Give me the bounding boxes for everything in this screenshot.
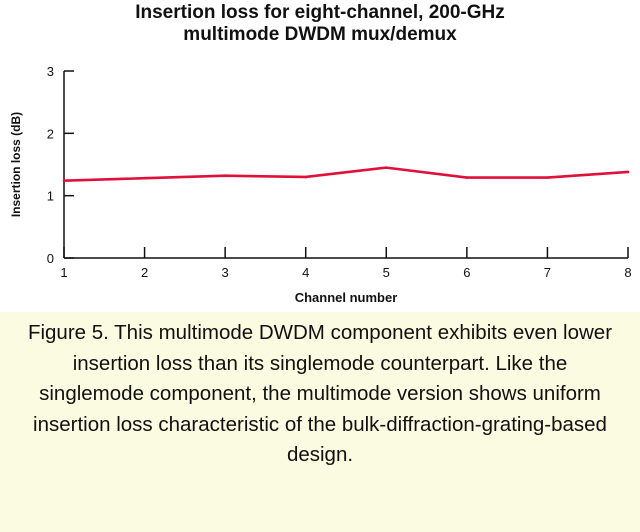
x-tick-label: 8: [624, 265, 631, 280]
y-tick-label: 2: [47, 126, 54, 141]
x-tick-label: 3: [222, 265, 229, 280]
x-tick-label: 1: [60, 265, 67, 280]
data-point: [62, 179, 66, 183]
x-tick-label: 7: [544, 265, 551, 280]
x-tick-label: 2: [141, 265, 148, 280]
data-point: [465, 176, 469, 179]
data-point: [304, 175, 308, 179]
data-point: [143, 176, 146, 180]
x-tick-label: 5: [383, 265, 390, 280]
x-tick-label: 6: [463, 265, 470, 280]
chart-title-line-1: Insertion loss for eight-channel, 200-GH…: [135, 2, 505, 23]
data-point: [384, 166, 388, 169]
data-point: [626, 170, 630, 174]
data-point: [223, 174, 227, 178]
figure-caption: Figure 5. This multimode DWDM component …: [27, 321, 613, 466]
y-tick-label: 1: [47, 189, 54, 204]
y-tick-label: 3: [47, 64, 54, 79]
series-line: [63, 166, 629, 183]
chart-title-line-2: multimode DWDM mux/demux: [183, 24, 457, 45]
chart-title: Insertion loss for eight-channel, 200-GH…: [0, 2, 640, 46]
y-tick-label: 0: [47, 251, 54, 266]
figure-caption-box: Figure 5. This multimode DWDM component …: [0, 312, 640, 532]
x-axis-label: Channel number: [295, 290, 398, 305]
y-axis-label: Insertion loss (dB): [9, 112, 23, 217]
data-point: [546, 176, 549, 179]
x-tick-label: 4: [302, 265, 309, 280]
